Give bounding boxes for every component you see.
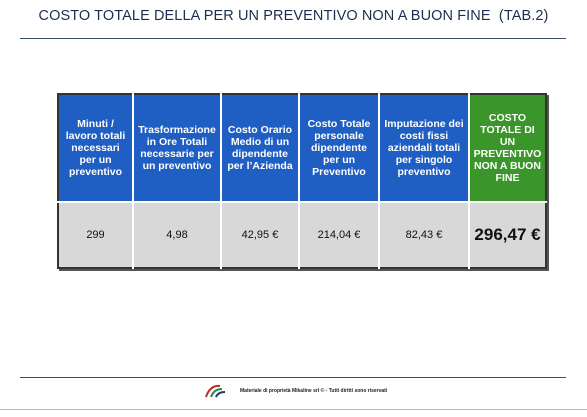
cell: 299 [58,201,134,268]
column-header: Costo Totale personale dipendente per un… [299,94,380,202]
column-header: COSTO TOTALE DI UN PREVENTIVO NON A BUON… [469,94,546,202]
cost-table: Minuti / lavoro totali necessari per un … [57,93,547,269]
footer-rule [20,377,566,378]
logo [205,384,226,398]
cell: 214,04 € [299,201,380,268]
cell: 42,95 € [221,201,300,268]
footer-text: Materiale di proprietà Mikaline srl © - … [240,388,388,394]
header-row: Minuti / lavoro totali necessari per un … [58,94,546,202]
column-header: Imputazione dei costi fissi aziendali to… [379,94,470,202]
title: COSTO TOTALE DELLA PER UN PREVENTIVO NON… [38,8,549,24]
logo-stroke [205,384,221,398]
logo-stroke [210,388,223,398]
cell: 82,43 € [379,201,470,268]
column-header: Trasformazione in Ore Totali necessarie … [133,94,222,202]
title-rule [20,38,566,39]
total-cell: 296,47 € [469,201,546,268]
logo-stroke [215,391,226,398]
column-header: Minuti / lavoro totali necessari per un … [58,94,134,202]
cell: 4,98 [133,201,222,268]
bottom-strip [0,409,587,410]
value-row: 299 4,98 42,95 € 214,04 € 82,43 € 296,47… [58,201,546,268]
column-header: Costo Orario Medio di un dipendente per … [221,94,300,202]
